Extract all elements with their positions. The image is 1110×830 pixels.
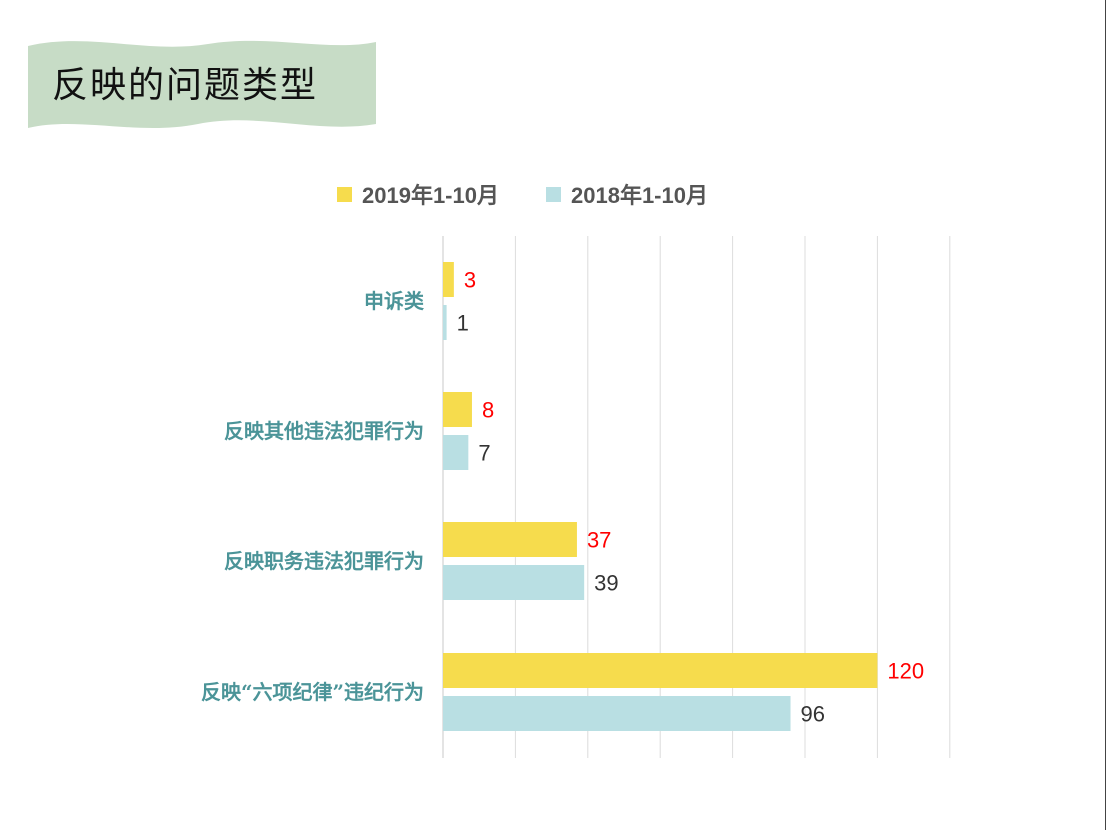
category-label: 反映职务违法犯罪行为 <box>224 549 424 573</box>
data-label: 37 <box>587 528 611 553</box>
data-label: 39 <box>594 571 618 596</box>
value-labels: 3 1 8 7 37 39 120 96 <box>457 268 924 727</box>
slide-edge-line <box>1105 0 1106 830</box>
category-label: 反映其他违法犯罪行为 <box>224 419 424 443</box>
bar <box>443 262 454 297</box>
bar <box>443 392 472 427</box>
bar <box>443 653 878 688</box>
data-label: 8 <box>482 398 494 423</box>
legend-label: 2018年1-10月 <box>571 183 708 208</box>
data-label: 3 <box>464 268 476 293</box>
bar <box>443 522 577 557</box>
data-label: 7 <box>478 441 490 466</box>
legend-swatch <box>546 187 561 202</box>
title-banner: 反映的问题类型 <box>28 36 376 134</box>
chart-bars <box>443 262 878 731</box>
category-label: 申诉类 <box>364 289 424 313</box>
bar <box>443 565 585 600</box>
chart-legend: 2019年1-10月 2018年1-10月 <box>337 183 708 208</box>
legend-swatch <box>337 187 352 202</box>
legend-label: 2019年1-10月 <box>362 183 499 208</box>
data-label: 1 <box>457 311 469 336</box>
bar <box>443 696 791 731</box>
category-label: 反映“六项纪律”违纪行为 <box>201 680 424 704</box>
page-title: 反映的问题类型 <box>52 65 319 106</box>
data-label: 120 <box>887 659 924 684</box>
banner-shape <box>28 40 376 128</box>
bar <box>443 435 469 470</box>
bar <box>443 305 447 340</box>
data-label: 96 <box>801 702 825 727</box>
